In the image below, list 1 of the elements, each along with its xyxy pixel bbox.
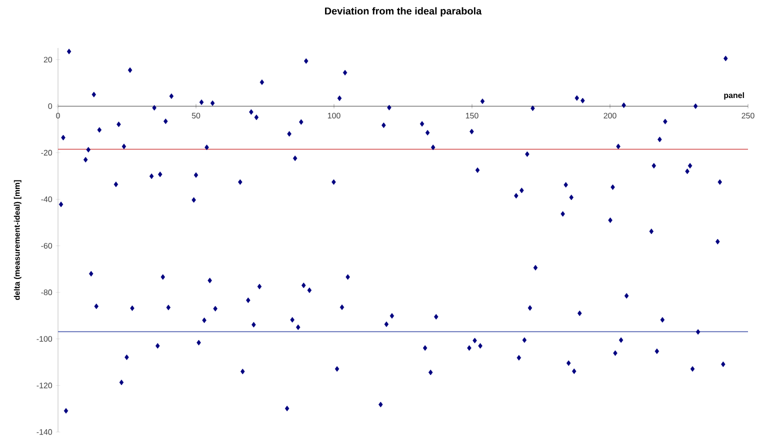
chart-title: Deviation from the ideal parabola	[325, 7, 482, 16]
